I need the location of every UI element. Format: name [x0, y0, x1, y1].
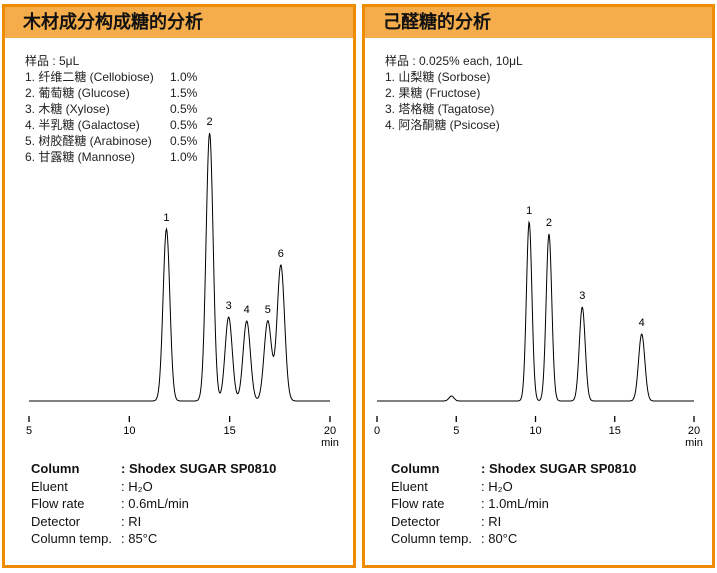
condition-row: Column : Shodex SUGAR SP0810	[31, 460, 276, 478]
component-item: 4. 半乳糖 (Galactose) 0.5%	[25, 117, 197, 133]
component-name: 3. 木糖 (Xylose)	[25, 102, 110, 116]
component-name: 3. 塔格糖 (Tagatose)	[385, 102, 495, 116]
condition-key: Flow rate	[31, 496, 85, 511]
peak-label: 4	[639, 317, 645, 329]
condition-row: Flow rate : 1.0mL/min	[391, 495, 636, 513]
component-conc: 1.0%	[170, 70, 198, 84]
sample-info: 样品 : 5μL 1. 纤维二糖 (Cellobiose) 1.0% 2. 葡萄糖 …	[25, 53, 197, 165]
condition-value: : 0.6mL/min	[121, 496, 189, 511]
sample-label: 样品 : 5μL	[25, 54, 80, 68]
x-tick-label: 20	[688, 425, 700, 437]
condition-row: Flow rate : 0.6mL/min	[31, 495, 276, 513]
peak-label: 6	[278, 248, 284, 260]
component-item: 5. 树胶醛糖 (Arabinose) 0.5%	[25, 133, 197, 149]
component-name: 6. 甘露糖 (Mannose)	[25, 150, 136, 164]
condition-row: Column temp. : 85°C	[31, 530, 276, 548]
component-conc: 1.0%	[170, 150, 198, 164]
component-item: 3. 木糖 (Xylose) 0.5%	[25, 101, 197, 117]
condition-value: : H₂O	[121, 478, 153, 494]
condition-key: Column temp.	[31, 531, 112, 546]
condition-key: Eluent	[31, 478, 68, 494]
conditions: Column: Shodex SUGAR SP0810 Eluent: H₂O Fl…	[31, 460, 276, 548]
x-tick-label: 5	[453, 425, 459, 437]
component-name: 1. 纤维二糖 (Cellobiose)	[25, 70, 154, 84]
peak-label: 2	[207, 116, 213, 128]
condition-value: : 80°C	[481, 531, 518, 546]
x-tick-label: 20	[324, 425, 336, 437]
component-name: 2. 果糖 (Fructose)	[385, 86, 481, 100]
condition-row: Column : Shodex SUGAR SP0810	[391, 460, 636, 478]
x-tick-label: 10	[123, 425, 135, 437]
condition-row: Column temp. : 80°C	[391, 530, 636, 548]
condition-row: Detector : RI	[31, 513, 276, 531]
peak-label: 1	[163, 212, 169, 224]
condition-key: Column	[31, 461, 80, 476]
peak-label: 1	[526, 205, 532, 217]
sample-info: 样品 : 0.025% each, 10μL 1. 山梨糖 (Sorbose) 2…	[385, 53, 523, 133]
peak-label: 3	[579, 290, 585, 302]
panel-title: 己醛糖的分析	[365, 7, 712, 38]
conditions: Column: Shodex SUGAR SP0810 Eluent: H₂O Fl…	[391, 460, 636, 548]
component-conc: 0.5%	[170, 134, 198, 148]
x-tick-label: 15	[224, 425, 236, 437]
condition-key: Column temp.	[391, 531, 472, 546]
component-name: 4. 半乳糖 (Galactose)	[25, 118, 140, 132]
condition-key: Eluent	[391, 478, 428, 494]
condition-value: : Shodex SUGAR SP0810	[481, 461, 637, 476]
condition-key: Detector	[31, 513, 81, 529]
component-item: 2. 葡萄糖 (Glucose) 1.5%	[25, 85, 197, 101]
condition-value: : H₂O	[481, 478, 513, 494]
component-item: 3. 塔格糖 (Tagatose)	[385, 101, 523, 117]
peak-label: 3	[226, 300, 232, 312]
x-tick-label: 0	[374, 425, 380, 437]
condition-row: Eluent : H₂O	[391, 478, 636, 496]
x-tick-label: 15	[609, 425, 621, 437]
panel-hexose-sugars: 己醛糖的分析 样品 : 0.025% each, 10μL 1. 山梨糖 (So…	[362, 4, 715, 568]
peak-label: 5	[265, 304, 271, 316]
condition-value: : RI	[481, 513, 502, 529]
x-axis-unit: min	[321, 437, 339, 449]
x-tick-label: 5	[26, 425, 32, 437]
condition-key: Detector	[391, 513, 441, 529]
chromatogram-trace	[377, 220, 694, 402]
peak-label: 2	[546, 217, 552, 229]
component-name: 2. 葡萄糖 (Glucose)	[25, 86, 130, 100]
component-item: 1. 山梨糖 (Sorbose)	[385, 69, 523, 85]
component-item: 6. 甘露糖 (Mannose) 1.0%	[25, 149, 197, 165]
component-conc: 1.5%	[170, 86, 198, 100]
component-conc: 0.5%	[170, 102, 198, 116]
condition-key: Flow rate	[391, 496, 445, 511]
component-conc: 0.5%	[170, 118, 198, 132]
condition-value: : 85°C	[121, 531, 158, 546]
x-tick-label: 10	[529, 425, 541, 437]
peak-label: 4	[244, 304, 250, 316]
x-axis-unit: min	[685, 437, 703, 449]
chromatogram-trace	[29, 132, 330, 402]
condition-value: : 1.0mL/min	[481, 496, 549, 511]
condition-row: Detector : RI	[391, 513, 636, 531]
component-item: 2. 果糖 (Fructose)	[385, 85, 523, 101]
component-name: 4. 阿洛酮糖 (Psicose)	[385, 118, 500, 132]
component-name: 1. 山梨糖 (Sorbose)	[385, 70, 491, 84]
condition-value: : Shodex SUGAR SP0810	[121, 461, 277, 476]
component-item: 1. 纤维二糖 (Cellobiose) 1.0%	[25, 69, 197, 85]
condition-row: Eluent : H₂O	[31, 478, 276, 496]
component-name: 5. 树胶醛糖 (Arabinose)	[25, 134, 152, 148]
panel-title: 木材成分构成糖的分析	[5, 7, 353, 38]
sample-label: 样品 : 0.025% each, 10μL	[385, 54, 523, 68]
component-item: 4. 阿洛酮糖 (Psicose)	[385, 117, 523, 133]
condition-key: Column	[391, 461, 440, 476]
panel-wood-sugars: 木材成分构成糖的分析 样品 : 5μL 1. 纤维二糖 (Cellobiose)…	[2, 4, 356, 568]
condition-value: : RI	[121, 513, 142, 529]
